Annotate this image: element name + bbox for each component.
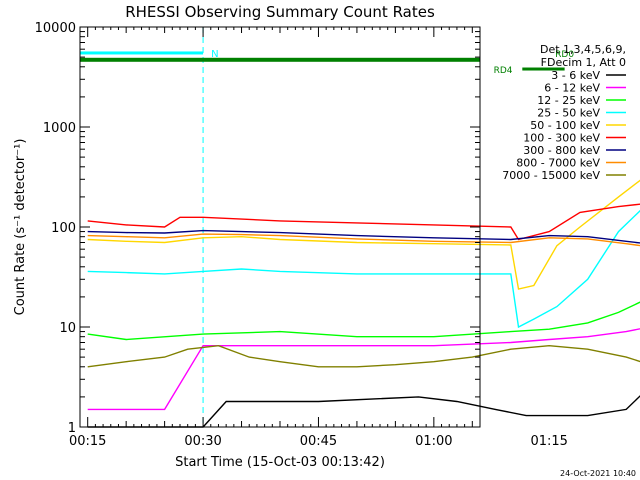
legend-label: 50 - 100 keV (530, 119, 600, 132)
legend-label: 3 - 6 keV (551, 69, 600, 82)
x-axis-label: Start Time (15-Oct-03 00:13:42) (175, 455, 385, 470)
timestamp: 24-Oct-2021 10:40 (560, 469, 636, 478)
x-tick-label: 00:30 (184, 434, 221, 449)
series-line-9 (87, 344, 640, 368)
y-axis-label: Count Rate (s⁻¹ detector⁻¹) (13, 139, 28, 316)
y-tick-label: 1 (68, 421, 76, 436)
y-tick-label: 1000 (43, 121, 76, 136)
x-tick-label: 00:15 (69, 434, 106, 449)
series-line-2 (87, 328, 640, 411)
legend-header: Det 1,3,4,5,6,9, (540, 43, 626, 56)
n-bar-left (80, 51, 204, 55)
axes: 1 10 100 1000 10000 00:15 00:30 00:45 01:00 01:15… (35, 21, 568, 449)
y-tick-label: 10000 (35, 21, 76, 36)
legend-label: 12 - 25 keV (537, 94, 600, 107)
x-tick-label: 00:45 (300, 434, 337, 449)
rd0-bar (80, 57, 480, 62)
series-line-3 (87, 301, 640, 341)
chart-title: RHESSI Observing Summary Count Rates (125, 3, 435, 21)
y-tick-label: 10 (59, 321, 76, 336)
legend: Det 1,3,4,5,6,9,FDecim 1, Att 03 - 6 keV… (502, 43, 626, 182)
series-line-1 (87, 395, 640, 428)
series-line-7 (87, 229, 640, 244)
series-line-8 (87, 233, 640, 247)
annotation-rd0: RD0 (555, 50, 574, 60)
legend-label: 7000 - 15000 keV (502, 169, 600, 182)
series-line-5 (87, 179, 640, 290)
x-tick-label: 01:00 (415, 434, 452, 449)
legend-label: 800 - 7000 keV (516, 157, 600, 170)
annotation-rd4: RD4 (494, 66, 513, 76)
legend-label: 6 - 12 keV (544, 82, 600, 95)
series-line-6 (87, 203, 640, 241)
annotation-n: N (211, 49, 218, 60)
legend-label: 100 - 300 keV (523, 132, 600, 145)
legend-header: FDecim 1, Att 0 (541, 56, 626, 69)
legend-label: 300 - 800 keV (523, 144, 600, 157)
x-tick-label: 01:15 (530, 434, 567, 449)
legend-label: 25 - 50 keV (537, 107, 600, 120)
y-tick-label: 100 (51, 221, 76, 236)
rd4-bar (522, 67, 565, 71)
series-line-4 (87, 209, 640, 329)
